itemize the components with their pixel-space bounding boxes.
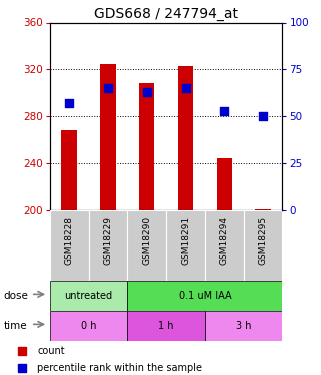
Text: GSM18229: GSM18229 bbox=[103, 216, 112, 265]
Bar bbox=[205, 210, 244, 281]
Text: 1 h: 1 h bbox=[158, 321, 174, 331]
Bar bbox=[50, 311, 127, 341]
Text: count: count bbox=[37, 346, 65, 356]
Text: 0.1 uM IAA: 0.1 uM IAA bbox=[178, 291, 231, 301]
Bar bbox=[100, 63, 116, 210]
Bar bbox=[178, 66, 193, 210]
Text: GSM18228: GSM18228 bbox=[65, 216, 74, 265]
Point bbox=[19, 348, 24, 354]
Bar bbox=[255, 209, 271, 210]
Text: 3 h: 3 h bbox=[236, 321, 251, 331]
Bar bbox=[139, 84, 154, 210]
Text: GSM18295: GSM18295 bbox=[259, 216, 268, 265]
Text: untreated: untreated bbox=[65, 291, 113, 301]
Bar bbox=[127, 311, 205, 341]
Bar bbox=[89, 210, 127, 281]
Point bbox=[261, 113, 266, 119]
Bar bbox=[50, 210, 89, 281]
Bar bbox=[166, 210, 205, 281]
Point bbox=[222, 108, 227, 114]
Text: GSM18294: GSM18294 bbox=[220, 216, 229, 265]
Text: 0 h: 0 h bbox=[81, 321, 96, 331]
Point bbox=[19, 364, 24, 370]
Bar bbox=[50, 281, 127, 311]
Bar bbox=[61, 130, 77, 210]
Bar bbox=[127, 281, 282, 311]
Text: dose: dose bbox=[3, 291, 28, 301]
Text: GSM18290: GSM18290 bbox=[142, 216, 151, 265]
Text: percentile rank within the sample: percentile rank within the sample bbox=[37, 363, 202, 373]
Bar bbox=[205, 311, 282, 341]
Point bbox=[105, 85, 110, 91]
Point bbox=[183, 85, 188, 91]
Bar bbox=[217, 158, 232, 210]
Text: time: time bbox=[3, 321, 27, 331]
Point bbox=[144, 89, 149, 95]
Text: GSM18291: GSM18291 bbox=[181, 216, 190, 265]
Bar bbox=[244, 210, 282, 281]
Title: GDS668 / 247794_at: GDS668 / 247794_at bbox=[94, 8, 238, 21]
Bar bbox=[127, 210, 166, 281]
Point bbox=[66, 100, 72, 106]
